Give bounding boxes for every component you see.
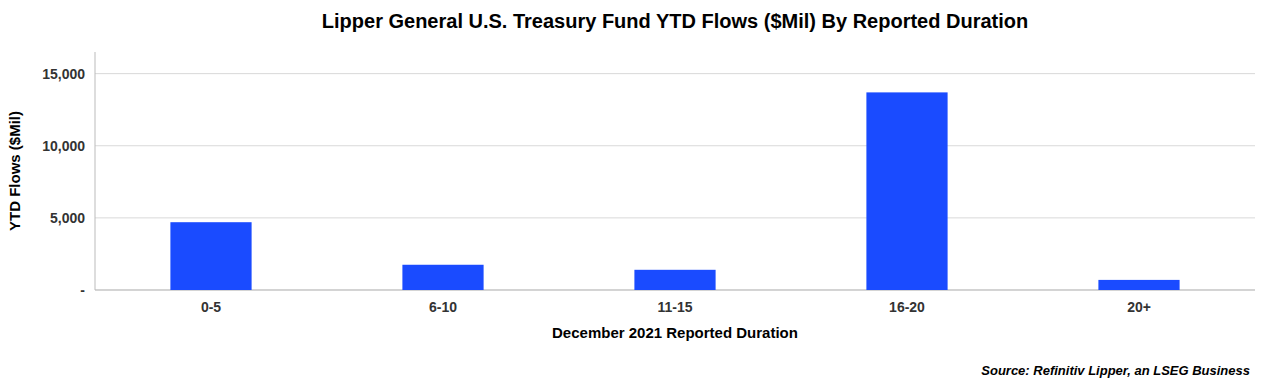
grid-line [95, 73, 1255, 74]
bar [402, 265, 483, 290]
annotation: Source: Refinitiv Lipper, an LSEG Busine… [981, 363, 1250, 378]
x-axis-label: December 2021 Reported Duration [552, 324, 798, 341]
bar [634, 270, 715, 290]
x-tick-label: 16-20 [889, 299, 925, 315]
bar [170, 222, 251, 290]
y-tick-label: 10,000 [42, 138, 85, 154]
grid [95, 74, 1255, 290]
grid-line [95, 217, 1255, 218]
bar [1098, 280, 1179, 290]
chart: Lipper General U.S. Treasury Fund YTD Fl… [0, 0, 1280, 383]
title: Lipper General U.S. Treasury Fund YTD Fl… [322, 10, 1028, 32]
x-tick-label: 11-15 [657, 299, 692, 315]
y-axis-line [95, 52, 96, 290]
bar [866, 92, 947, 290]
y-tick-label: - [80, 282, 85, 298]
y-tick-label: 15,000 [42, 66, 85, 82]
y-axis-label: YTD Flows ($Mil) [6, 111, 23, 231]
grid-line [95, 145, 1255, 146]
x-tick-label: 20+ [1127, 299, 1151, 315]
x-tick-label: 6-10 [429, 299, 457, 315]
y-tick-label: 5,000 [50, 210, 85, 226]
x-tick-label: 0-5 [201, 299, 221, 315]
bars [170, 92, 1179, 290]
